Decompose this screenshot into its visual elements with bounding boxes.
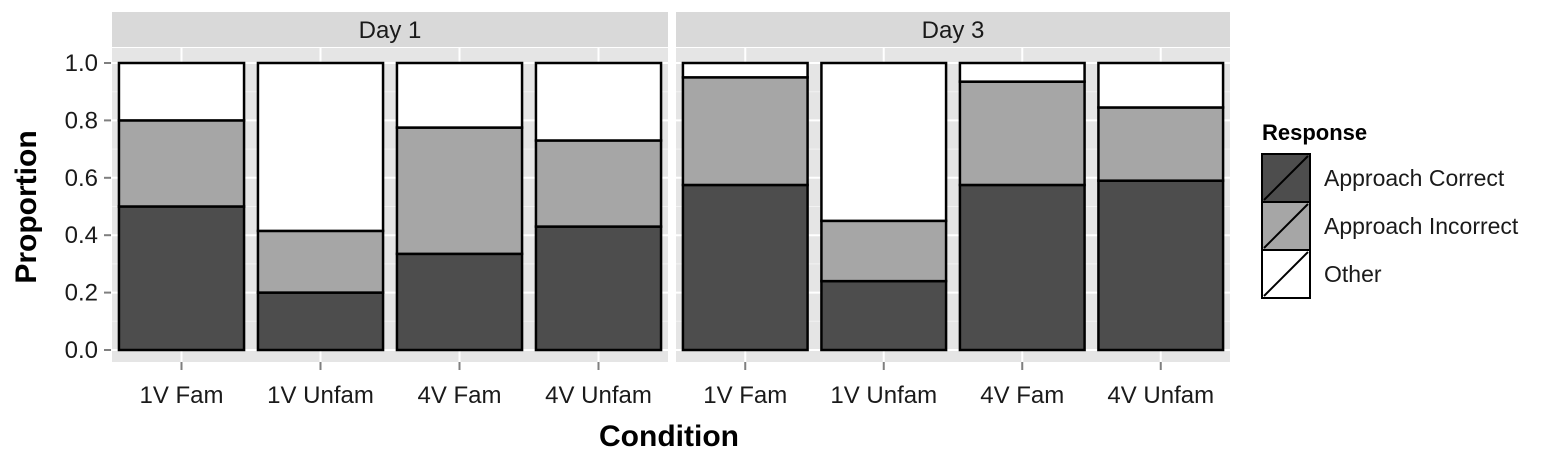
bar-segment [681,61,809,79]
bar-segment [820,279,948,352]
y-axis-title: Proportion [10,130,43,283]
x-tick-label: 4V Unfam [1107,382,1214,409]
bar-segment [1097,106,1225,182]
bar-segment [681,76,809,187]
y-tick-label: 0.0 [65,337,98,364]
bar-segment [681,183,809,352]
panel-strip [676,12,1230,47]
x-tick-label: 1V Fam [703,382,787,409]
panel-strip [112,12,668,47]
x-tick-label: 4V Fam [980,382,1064,409]
legend-label: Approach Incorrect [1324,213,1519,239]
panel-1: Day 1 1V Fam 1V Unfam 4V Fam 4V Unfam [112,12,668,409]
y-tick-label: 0.6 [65,165,98,192]
x-tick-label: 4V Unfam [545,382,652,409]
x-axis-title: Condition [599,420,739,453]
bar-segment [395,126,524,256]
panel-2: Day 3 1V Fam 1V Unfam 4V Fam 4V Unfam [676,12,1230,409]
bar-segment [534,139,663,228]
legend-label: Other [1324,261,1382,287]
legend-key-slash [1263,251,1309,297]
panel-title: Day 3 [922,17,985,44]
legend-title: Response [1262,120,1367,145]
x-tick-label: 1V Unfam [830,382,937,409]
bar-segment [117,205,246,352]
bar-segment [534,225,663,352]
y-tick-label: 1.0 [65,50,98,77]
panel-title: Day 1 [359,17,422,44]
bar-segment [1097,179,1225,352]
x-tick-label: 1V Unfam [267,382,374,409]
bar-segment [820,219,948,283]
bar-segment [256,229,385,294]
bar-segment [117,119,246,208]
bar-segment [395,252,524,352]
bar-segment [256,291,385,352]
bar-segment [256,61,385,233]
legend-key-slash [1263,203,1309,249]
bar-segment [958,183,1086,352]
legend-key-slash [1263,155,1309,201]
y-tick-label: 0.8 [65,107,98,134]
legend: Response Approach Correct Approach Incorr… [1261,120,1519,299]
legend-label: Approach Correct [1324,165,1505,191]
bar-segment [534,61,663,142]
y-tick-label: 0.4 [65,222,98,249]
bar-segment [958,61,1086,83]
y-tick-label: 0.2 [65,280,98,307]
x-tick-label: 4V Fam [417,382,501,409]
bar-segment [958,80,1086,187]
bar-segment [1097,61,1225,109]
bar-segment [117,61,246,122]
x-tick-label: 1V Fam [139,382,223,409]
bar-segment [395,61,524,129]
bar-segment [820,61,948,223]
panels-layer: 0.0 0.2 0.4 0.6 0.8 1.0 Day 1 1V Fam 1V Unfam 4V … [65,12,1230,409]
